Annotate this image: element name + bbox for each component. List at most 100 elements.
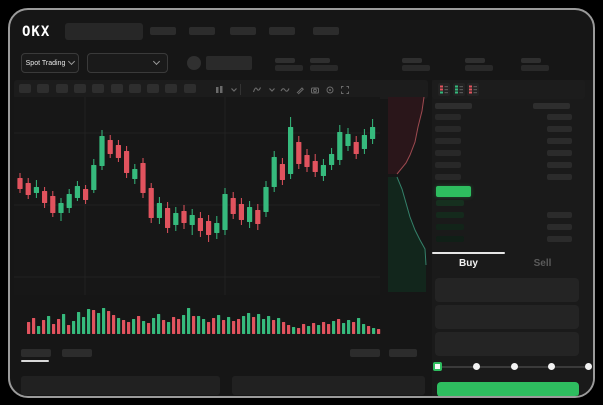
- stat-value-4: [465, 65, 493, 71]
- nav-item-4[interactable]: [269, 27, 295, 35]
- orderbook-ask-row[interactable]: [432, 124, 592, 134]
- volume-bar: [257, 314, 261, 334]
- timeframe-button-3[interactable]: [55, 84, 68, 93]
- timeframe-button-5[interactable]: [92, 84, 105, 93]
- indicator-icon[interactable]: [250, 83, 263, 96]
- price-input[interactable]: [435, 278, 579, 302]
- amount-slider[interactable]: [433, 362, 592, 371]
- candles-icon[interactable]: [212, 83, 225, 96]
- bottom-action-2[interactable]: [389, 349, 417, 357]
- nav-item-2[interactable]: [189, 27, 215, 35]
- volume-bar: [162, 320, 166, 334]
- slider-handle[interactable]: [433, 362, 442, 371]
- candle-30: [255, 204, 261, 230]
- bid-price-placeholder: [436, 236, 464, 242]
- bid-price-placeholder: [436, 200, 464, 206]
- timeframe-button-9[interactable]: [165, 84, 178, 93]
- volume-bar: [152, 318, 156, 334]
- orderbook-ask-row[interactable]: [432, 172, 592, 182]
- timeframe-button-7[interactable]: [128, 84, 141, 93]
- volume-bar: [67, 325, 71, 334]
- orderbook-bid-row[interactable]: [432, 222, 592, 232]
- fullscreen-icon[interactable]: [338, 83, 351, 96]
- depth-chart[interactable]: [382, 97, 430, 292]
- orderbook-bid-row[interactable]: [432, 234, 592, 244]
- total-input[interactable]: [435, 332, 579, 356]
- bottom-action-1[interactable]: [350, 349, 380, 357]
- volume-bar: [62, 314, 66, 334]
- volume-bar: [227, 317, 231, 334]
- search-input[interactable]: [65, 23, 143, 40]
- chevron-down-icon: [68, 57, 76, 66]
- nav-item-5[interactable]: [313, 27, 339, 35]
- orderbook-ask-row[interactable]: [432, 136, 592, 146]
- settings-icon[interactable]: [323, 83, 336, 96]
- volume-bar: [142, 321, 146, 334]
- book-bids-icon[interactable]: [452, 83, 465, 96]
- slider-stop-25pct[interactable]: [473, 363, 481, 370]
- market-type-dropdown[interactable]: Spot Trading: [21, 53, 79, 73]
- volume-bar: [32, 318, 36, 334]
- volume-bar: [127, 322, 131, 334]
- candle-8: [74, 181, 80, 201]
- bottom-tab-orders[interactable]: [21, 349, 51, 357]
- chevron-down-icon[interactable]: [265, 83, 278, 96]
- candle-24: [206, 215, 212, 242]
- candle-15: [132, 164, 138, 184]
- candle-44: [370, 119, 376, 144]
- candle-12: [107, 135, 113, 158]
- volume-bar: [77, 312, 81, 334]
- timeframe-button-6[interactable]: [110, 84, 123, 93]
- stat-label-1: [275, 58, 295, 63]
- slider-stop-100pct[interactable]: [585, 363, 592, 370]
- bid-amount-placeholder: [547, 224, 572, 230]
- timeframe-button-1[interactable]: [19, 84, 31, 93]
- volume-bar: [42, 320, 46, 334]
- bottom-tab-underline: [21, 360, 49, 362]
- volume-bar: [262, 319, 266, 334]
- orderbook-ask-row[interactable]: [432, 148, 592, 158]
- depth-bid-area: [388, 177, 426, 292]
- tab-sell[interactable]: Sell: [533, 258, 552, 269]
- ask-amount-placeholder: [547, 114, 572, 120]
- candlestick-chart[interactable]: [14, 97, 380, 295]
- volume-bar: [117, 318, 121, 334]
- slider-stop-75pct[interactable]: [547, 363, 555, 370]
- volume-bar: [57, 319, 61, 334]
- bottom-panel-right: [232, 376, 425, 395]
- slider-stop-50pct[interactable]: [510, 363, 518, 370]
- volume-bar: [247, 313, 251, 334]
- book-both-icon[interactable]: [438, 83, 450, 96]
- candle-2: [25, 178, 31, 199]
- volume-bar: [242, 316, 246, 334]
- pair-avatar[interactable]: [187, 56, 201, 70]
- draw-icon[interactable]: [293, 83, 306, 96]
- line-icon[interactable]: [278, 83, 291, 96]
- stat-value-3: [402, 65, 430, 71]
- candle-9: [83, 185, 89, 204]
- amount-input[interactable]: [435, 305, 579, 329]
- volume-bar: [182, 315, 186, 334]
- candle-23: [197, 212, 203, 237]
- candle-6: [58, 198, 64, 221]
- tab-buy[interactable]: Buy: [459, 258, 478, 269]
- chevron-down-icon[interactable]: [227, 83, 240, 96]
- timeframe-button-8[interactable]: [147, 84, 160, 93]
- book-asks-icon[interactable]: [467, 83, 479, 96]
- orderbook-bid-row[interactable]: [432, 198, 592, 208]
- orderbook-ask-row[interactable]: [432, 112, 592, 122]
- timeframe-button-10[interactable]: [183, 84, 196, 93]
- orderbook-bid-row[interactable]: [432, 210, 592, 220]
- timeframe-button-2[interactable]: [37, 84, 50, 93]
- market-type-label: Spot Trading: [25, 59, 66, 67]
- buy-submit-button[interactable]: [437, 382, 579, 396]
- nav-item-1[interactable]: [150, 27, 176, 35]
- candle-28: [238, 198, 244, 225]
- camera-icon[interactable]: [308, 83, 321, 96]
- pair-selector-dropdown[interactable]: [87, 53, 168, 73]
- orderbook-ask-row[interactable]: [432, 160, 592, 170]
- nav-item-3[interactable]: [230, 27, 256, 35]
- mid-price-highlight[interactable]: [436, 186, 471, 197]
- timeframe-button-4[interactable]: [73, 84, 86, 93]
- bottom-tab-history[interactable]: [62, 349, 92, 357]
